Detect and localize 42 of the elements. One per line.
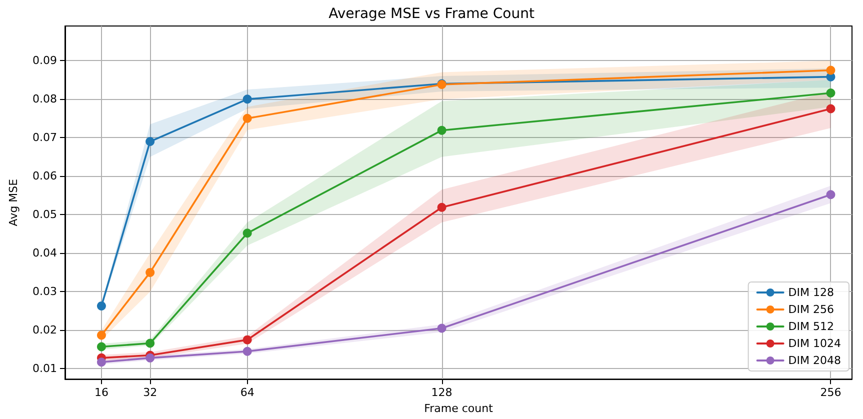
y-tick-label: 0.04 — [32, 246, 57, 260]
x-tick-label: 64 — [240, 386, 254, 400]
point — [146, 353, 155, 362]
point — [242, 228, 252, 238]
point — [146, 268, 155, 277]
point — [437, 202, 446, 212]
y-tick-label: 0.07 — [32, 131, 57, 144]
point — [826, 66, 836, 75]
chart-title: Average MSE vs Frame Count — [328, 6, 535, 22]
y-axis-title: Avg MSE — [7, 178, 20, 226]
y-tick-label: 0.02 — [32, 324, 57, 337]
point — [242, 335, 252, 344]
y-tick-label: 0.06 — [32, 170, 57, 183]
point — [146, 338, 155, 348]
legend-label: DIM 128 — [788, 286, 834, 299]
point — [96, 342, 106, 352]
point — [437, 324, 446, 333]
point — [242, 346, 252, 356]
point — [242, 114, 252, 123]
point — [242, 94, 252, 104]
y-tick-label: 0.01 — [32, 362, 57, 376]
point — [96, 358, 106, 367]
point — [826, 104, 836, 114]
point — [96, 301, 106, 310]
x-axis-title: Frame count — [424, 402, 494, 415]
point — [826, 190, 836, 200]
legend-label: DIM 2048 — [788, 354, 842, 367]
x-tick-label: 16 — [94, 386, 108, 400]
point — [146, 137, 155, 146]
x-tick-label: 32 — [143, 386, 158, 400]
point — [96, 330, 106, 340]
point — [826, 88, 836, 98]
y-tick-label: 0.08 — [32, 92, 57, 106]
y-tick-label: 0.03 — [32, 285, 57, 298]
y-tick-label: 0.09 — [32, 54, 57, 68]
y-tick-label: 0.05 — [32, 208, 57, 222]
legend-label: DIM 256 — [788, 303, 834, 316]
legend-label: DIM 1024 — [788, 337, 842, 350]
point — [437, 126, 446, 135]
x-tick-label: 128 — [431, 386, 452, 400]
x-tick-label: 256 — [820, 386, 842, 400]
legend-label: DIM 512 — [788, 320, 834, 333]
